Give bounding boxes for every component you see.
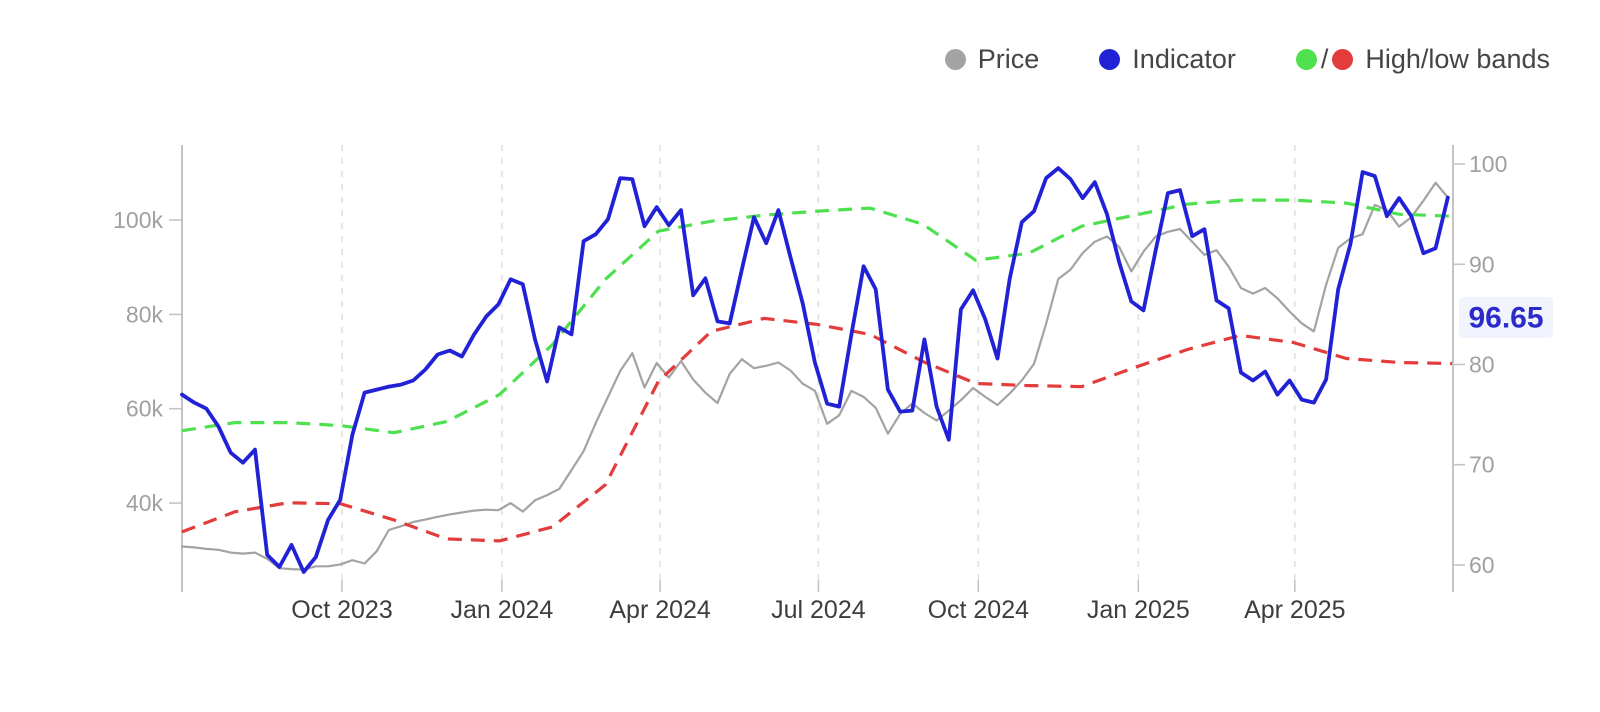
high-band-marker-icon <box>1295 48 1317 70</box>
band-markers: / <box>1295 43 1354 75</box>
legend-item-high-low-bands[interactable]: / High/low bands <box>1295 43 1550 75</box>
y-left-tick-label: 40k <box>126 490 164 516</box>
series-price-line <box>180 181 1449 571</box>
x-tick-label: Jan 2025 <box>1087 596 1190 624</box>
legend-label-bands: High/low bands <box>1365 43 1550 74</box>
x-tick-label: Jul 2024 <box>771 596 866 624</box>
y-left-axis-labels: 100k 80k 60k 40k <box>113 207 182 516</box>
series-low-band-line <box>181 316 1453 543</box>
x-tick-label: Apr 2024 <box>609 596 711 624</box>
series-high-band-line <box>181 198 1453 435</box>
y-left-tick-label: 60k <box>126 396 164 422</box>
y-right-tick-label: 90 <box>1469 251 1495 277</box>
price-marker-icon <box>944 48 966 70</box>
y-left-tick-label: 80k <box>126 301 164 327</box>
last-value-label: 96.65 <box>1459 297 1553 338</box>
series-indicator-line <box>180 166 1450 574</box>
legend-label-price: Price <box>977 43 1040 74</box>
y-left-tick-label: 100k <box>113 207 163 233</box>
x-tick-label: Oct 2024 <box>928 596 1030 624</box>
y-right-tick-label: 100 <box>1469 151 1507 177</box>
x-gridlines <box>341 145 1296 592</box>
y-right-tick-label: 70 <box>1469 452 1495 478</box>
x-axis-labels: Oct 2023 Jan 2024 Apr 2024 Jul 2024 Oct 2024… <box>291 596 1345 624</box>
legend-item-price[interactable]: Price <box>944 43 1040 75</box>
y-right-tick-label: 80 <box>1469 352 1495 378</box>
low-band-marker-icon <box>1332 48 1354 70</box>
y-right-tick-label: 60 <box>1469 552 1495 578</box>
x-tick-label: Apr 2025 <box>1244 596 1345 624</box>
y-right-axis-labels: 100 90 80 70 60 <box>1453 151 1507 578</box>
last-value-text: 96.65 <box>1468 302 1543 335</box>
band-separator: / <box>1320 43 1329 74</box>
legend-item-indicator[interactable]: Indicator <box>1099 44 1236 75</box>
indicator-marker-icon <box>1099 48 1121 70</box>
legend-label-indicator: Indicator <box>1132 43 1236 74</box>
x-tick-label: Oct 2023 <box>291 596 392 624</box>
x-tick-label: Jan 2024 <box>450 596 553 624</box>
chart-legend: Price Indicator / High/low bands <box>944 42 1550 76</box>
